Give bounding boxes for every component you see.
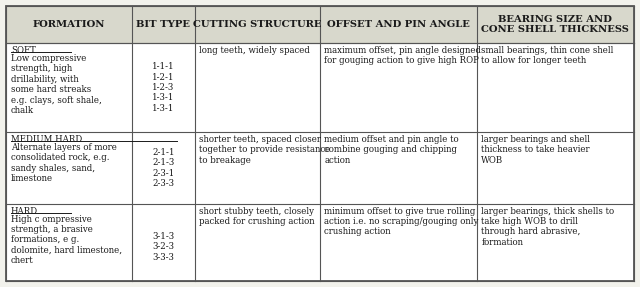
- Text: shorter teeth, spaced closer
together to provide resistance
to breakage: shorter teeth, spaced closer together to…: [199, 135, 330, 165]
- Text: CUTTING STRUCTURE: CUTTING STRUCTURE: [193, 20, 321, 29]
- Text: Low compressive
strength, high
drillability, with
some hard streaks
e.g. clays, : Low compressive strength, high drillabil…: [11, 54, 102, 115]
- Text: FORMATION: FORMATION: [33, 20, 106, 29]
- Text: High c ompressive
strength, a brasive
formations, e g.
dolomite, hard limestone,: High c ompressive strength, a brasive fo…: [11, 215, 122, 265]
- Text: long teeth, widely spaced: long teeth, widely spaced: [199, 46, 310, 55]
- Bar: [6, 6, 634, 43]
- Text: medium offset and pin angle to
combine gouging and chipping
action: medium offset and pin angle to combine g…: [324, 135, 459, 165]
- Text: OFFSET AND PIN ANGLE: OFFSET AND PIN ANGLE: [327, 20, 470, 29]
- Text: 3-1-3
3-2-3
3-3-3: 3-1-3 3-2-3 3-3-3: [152, 232, 174, 262]
- Text: MEDIUM HARD: MEDIUM HARD: [11, 135, 82, 144]
- Text: minimum offset to give true rolling
action i.e. no scraping/gouging only
crushin: minimum offset to give true rolling acti…: [324, 207, 479, 236]
- Text: larger bearings and shell
thickness to take heavier
WOB: larger bearings and shell thickness to t…: [481, 135, 590, 165]
- Text: BEARING SIZE AND
CONE SHELL THICKNESS: BEARING SIZE AND CONE SHELL THICKNESS: [481, 15, 629, 34]
- Text: 2-1-1
2-1-3
2-3-1
2-3-3: 2-1-1 2-1-3 2-3-1 2-3-3: [152, 148, 175, 188]
- Text: maximum offset, pin angle designed
for gouging action to give high ROP: maximum offset, pin angle designed for g…: [324, 46, 481, 65]
- Text: BIT TYPE: BIT TYPE: [136, 20, 190, 29]
- Text: SOFT: SOFT: [11, 46, 36, 55]
- Text: Alternate layers of more
consolidated rock, e.g.
sandy shales, sand,
limestone: Alternate layers of more consolidated ro…: [11, 143, 116, 183]
- Text: 1-1-1
1-2-1
1-2-3
1-3-1
1-3-1: 1-1-1 1-2-1 1-2-3 1-3-1 1-3-1: [152, 62, 175, 113]
- Text: short stubby teeth, closely
packed for crushing action: short stubby teeth, closely packed for c…: [199, 207, 315, 226]
- Text: small bearings, thin cone shell
to allow for longer teeth: small bearings, thin cone shell to allow…: [481, 46, 614, 65]
- Text: HARD: HARD: [11, 207, 38, 216]
- Text: larger bearings, thick shells to
take high WOB to drill
through hard abrasive,
f: larger bearings, thick shells to take hi…: [481, 207, 614, 247]
